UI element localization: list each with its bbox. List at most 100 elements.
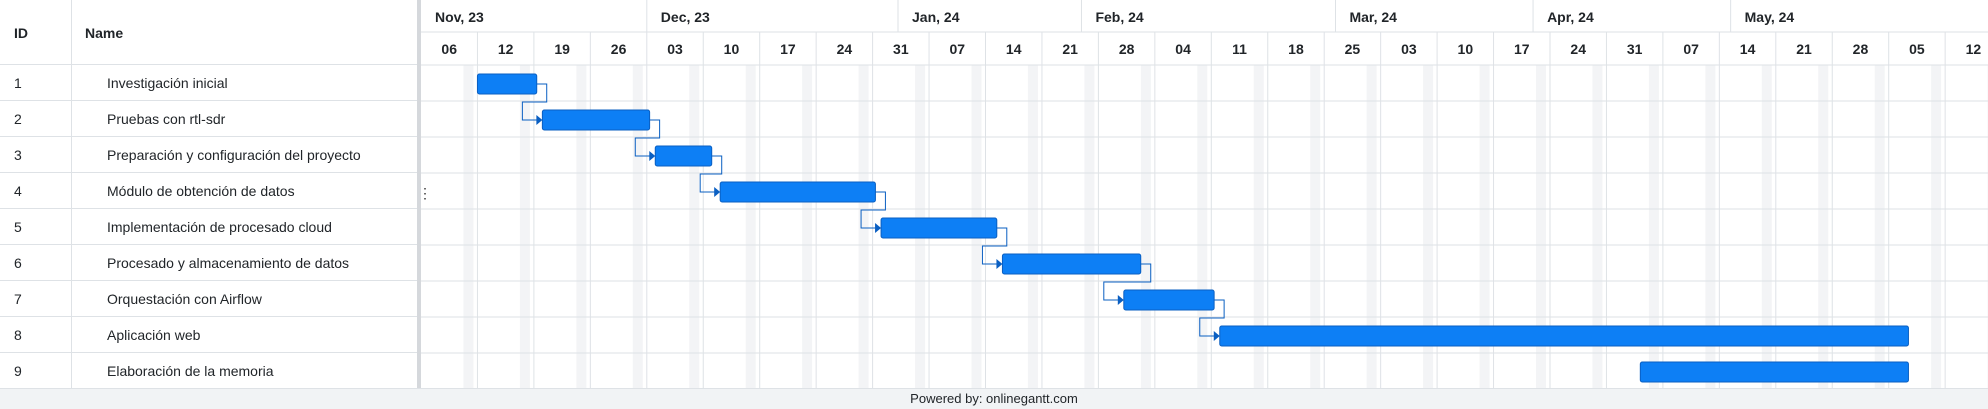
- month-label: Feb, 24: [1095, 9, 1143, 25]
- weekend-shade: [1648, 65, 1659, 388]
- weekend-shade: [576, 65, 587, 388]
- week-tick-label: 12: [1966, 41, 1982, 57]
- column-divider: [71, 0, 72, 388]
- weekend-shade: [1027, 65, 1038, 388]
- task-bar: [1001, 253, 1142, 275]
- week-tick-label: 28: [1853, 41, 1869, 57]
- task-name: Elaboración de la memoria: [107, 363, 274, 379]
- dependency-connector: [521, 83, 548, 121]
- task-row[interactable]: 4 Módulo de obtención de datos: [0, 173, 417, 209]
- task-grid: ID Name 1 Investigación inicial 2 Pruebas c…: [0, 0, 421, 389]
- task-bar: [541, 109, 651, 131]
- weekend-shade: [519, 65, 530, 388]
- week-tick-label: 24: [837, 41, 853, 57]
- task-row[interactable]: 2 Pruebas con rtl-sdr: [0, 101, 417, 137]
- task-id: 4: [14, 183, 22, 199]
- weekend-shade: [1366, 65, 1377, 388]
- month-label: May, 24: [1745, 9, 1795, 25]
- month-label: Dec, 23: [661, 9, 710, 25]
- week-tick-label: 14: [1006, 41, 1022, 57]
- week-tick-label: 14: [1740, 41, 1756, 57]
- week-tick-label: 31: [1627, 41, 1643, 57]
- dependency-arrow: [996, 259, 1003, 269]
- week-tick-label: 03: [1401, 41, 1417, 57]
- month-label: Nov, 23: [435, 9, 484, 25]
- task-id: 3: [14, 147, 22, 163]
- task-id: 9: [14, 363, 22, 379]
- week-tick-label: 05: [1909, 41, 1925, 57]
- week-tick-label: 21: [1796, 41, 1812, 57]
- task-id: 7: [14, 291, 22, 307]
- task-row[interactable]: 8 Aplicación web: [0, 317, 417, 353]
- week-tick-label: 12: [498, 41, 514, 57]
- week-tick-label: 17: [1514, 41, 1530, 57]
- weekend-shade: [1761, 65, 1772, 388]
- timeline-canvas: 06 12 19 26 03 10 17 24 31 07 14 21 28 04 11 18 25 03 10 17…: [421, 0, 1988, 388]
- task-name: Investigación inicial: [107, 75, 228, 91]
- weekend-shade: [1140, 65, 1151, 388]
- month-label: Mar, 24: [1349, 9, 1397, 25]
- task-name: Implementación de procesado cloud: [107, 219, 332, 235]
- task-name: Procesado y almacenamiento de datos: [107, 255, 350, 271]
- dependency-arrow: [1213, 331, 1220, 341]
- timeline: 06 12 19 26 03 10 17 24 31 07 14 21 28 04 11 18 25 03 10 17…: [421, 0, 1988, 388]
- weekend-shade: [1705, 65, 1716, 388]
- task-name: Módulo de obtención de datos: [107, 183, 295, 199]
- task-id: 5: [14, 219, 22, 235]
- weekend-shade: [1310, 65, 1321, 388]
- week-tick-label: 07: [1683, 41, 1699, 57]
- task-bar: [476, 73, 538, 95]
- powered-by-link[interactable]: Powered by: onlinegantt.com: [910, 391, 1078, 406]
- week-tick-label: 21: [1062, 41, 1078, 57]
- dependency-connector: [860, 191, 886, 229]
- week-tick-label: 31: [893, 41, 909, 57]
- dependency-arrow: [875, 223, 882, 233]
- week-tick-label: 18: [1288, 41, 1304, 57]
- dependency-connector: [634, 119, 661, 157]
- week-tick-label: 26: [611, 41, 627, 57]
- task-row[interactable]: 7 Orquestación con Airflow: [0, 281, 417, 317]
- task-name: Aplicación web: [107, 327, 201, 343]
- task-name: Pruebas con rtl-sdr: [107, 111, 226, 127]
- task-row[interactable]: 1 Investigación inicial: [0, 65, 417, 101]
- weekend-shade: [1479, 65, 1490, 388]
- week-tick-label: 10: [724, 41, 740, 57]
- task-id: 6: [14, 255, 22, 271]
- gantt-chart: ID Name 1 Investigación inicial 2 Pruebas c…: [0, 0, 1988, 389]
- weekend-shade: [632, 65, 643, 388]
- week-tick-label: 28: [1119, 41, 1135, 57]
- weekend-shade: [1084, 65, 1095, 388]
- weekend-shade: [1874, 65, 1885, 388]
- dependency-connector: [1103, 263, 1152, 301]
- week-tick-label: 25: [1345, 41, 1361, 57]
- dependency-connector: [699, 155, 723, 193]
- week-tick-label: 04: [1175, 41, 1191, 57]
- task-row[interactable]: 6 Procesado y almacenamiento de datos: [0, 245, 417, 281]
- weekend-shade: [802, 65, 813, 388]
- id-column-header[interactable]: ID: [14, 25, 28, 41]
- dependency-connector: [1199, 299, 1225, 337]
- task-name: Orquestación con Airflow: [107, 291, 262, 307]
- task-row[interactable]: 5 Implementación de procesado cloud: [0, 209, 417, 245]
- weekend-shade: [463, 65, 474, 388]
- name-column-header[interactable]: Name: [85, 25, 124, 41]
- month-label: Jan, 24: [912, 9, 960, 25]
- week-tick-label: 10: [1458, 41, 1474, 57]
- grid-header: ID Name: [0, 0, 417, 65]
- task-row[interactable]: 3 Preparación y configuración del proyect…: [0, 137, 417, 173]
- task-id: 1: [14, 75, 22, 91]
- weekend-shade: [1253, 65, 1264, 388]
- task-id: 2: [14, 111, 22, 127]
- weekend-shade: [689, 65, 700, 388]
- week-tick-label: 06: [441, 41, 457, 57]
- task-bar: [654, 145, 713, 167]
- week-tick-label: 24: [1570, 41, 1586, 57]
- dependency-connector: [981, 227, 1008, 265]
- weekend-shade: [858, 65, 869, 388]
- dependency-arrow: [536, 115, 543, 125]
- task-row[interactable]: 9 Elaboración de la memoria: [0, 353, 417, 389]
- task-bar: [1639, 361, 1909, 383]
- week-tick-label: 19: [554, 41, 570, 57]
- dependency-arrow: [714, 187, 721, 197]
- task-name: Preparación y configuración del proyecto: [107, 147, 361, 163]
